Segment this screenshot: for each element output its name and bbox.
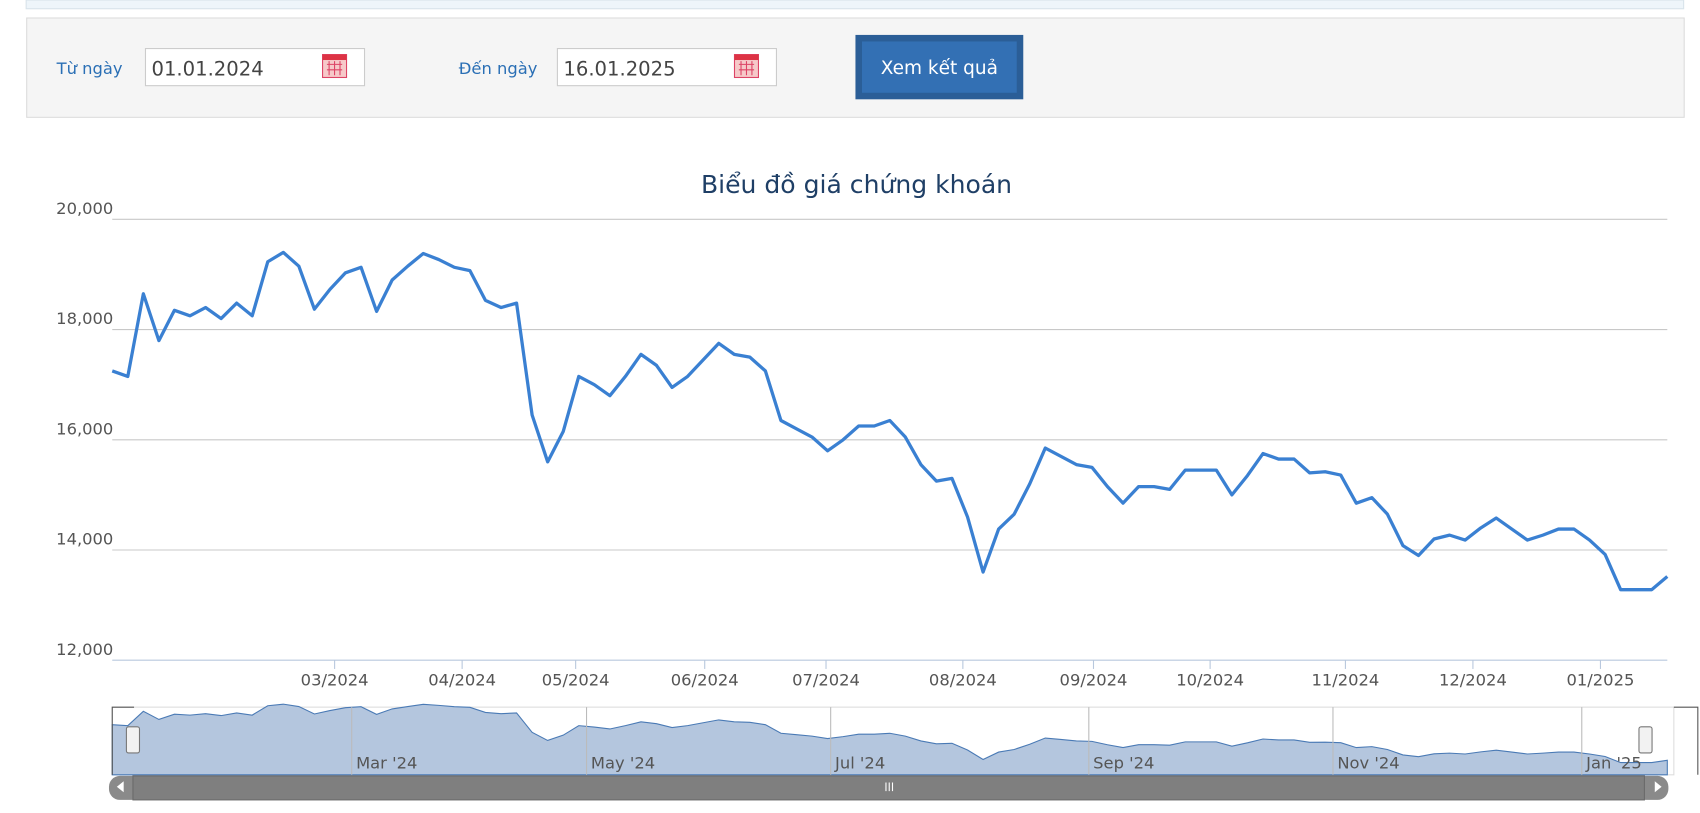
x-tick-label: 11/2024	[1311, 670, 1379, 689]
y-tick-label: 12,000	[56, 640, 113, 659]
chart-title: Biểu đồ giá chứng khoán	[701, 170, 1012, 199]
y-tick-label: 14,000	[56, 530, 113, 549]
navigator-label: Jul '24	[834, 753, 885, 772]
x-tick-label: 05/2024	[542, 670, 610, 689]
to-value: 16.01.2025	[563, 57, 675, 80]
from-value: 01.01.2024	[151, 57, 263, 80]
navigator-label: Jan '25	[1585, 753, 1642, 772]
y-tick-label: 16,000	[56, 419, 113, 438]
navigator-label: Mar '24	[356, 753, 417, 772]
to-label: Đến ngày	[459, 59, 538, 78]
top-strip	[25, 0, 1685, 10]
calendar-icon[interactable]	[733, 54, 760, 79]
x-tick-label: 06/2024	[671, 670, 739, 689]
scroll-arrows	[116, 781, 1662, 793]
navigator-border	[111, 706, 1699, 775]
navigator-label: May '24	[591, 753, 655, 772]
y-tick-label: 20,000	[56, 199, 113, 218]
calendar-icon[interactable]	[322, 54, 348, 79]
x-tick-label: 09/2024	[1060, 670, 1128, 689]
x-tick-label: 12/2024	[1439, 670, 1507, 689]
y-tick-label: 18,000	[56, 309, 113, 328]
navigator-area	[111, 703, 1668, 776]
from-label: Từ ngày	[56, 59, 123, 78]
x-tick-label: 08/2024	[929, 670, 997, 689]
x-tick-label: 01/2025	[1567, 670, 1635, 689]
button-face	[861, 41, 1017, 93]
x-tick-label: 07/2024	[792, 670, 860, 689]
navigator-handle[interactable]	[125, 726, 141, 754]
price-line	[111, 250, 1669, 592]
button-label: Xem kết quả	[881, 57, 998, 79]
navigator-label: Sep '24	[1093, 753, 1154, 772]
navigator-handle[interactable]	[1638, 726, 1653, 754]
x-tick-label: 10/2024	[1176, 670, 1244, 689]
x-tick-label: 03/2024	[301, 670, 369, 689]
navigator-label: Nov '24	[1337, 753, 1399, 772]
x-tick-label: 04/2024	[428, 670, 496, 689]
